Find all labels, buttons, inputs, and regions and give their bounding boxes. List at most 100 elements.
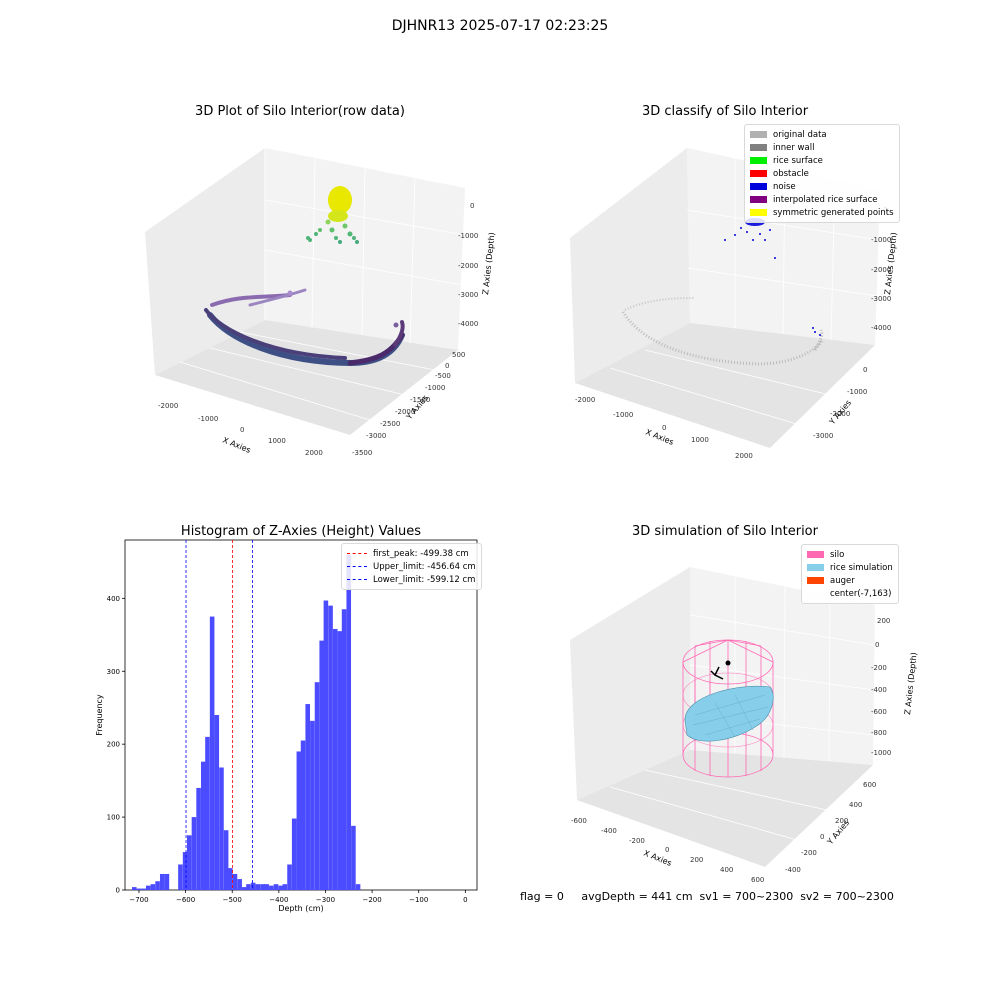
sim-xtick: -400 <box>601 827 617 835</box>
sim-ztick: -600 <box>871 708 887 716</box>
histogram-y-tick-label: 100 <box>107 814 120 822</box>
sim-ytick: 600 <box>863 781 876 789</box>
histogram-bar <box>314 682 320 890</box>
legend-entry: inner wall <box>750 141 894 154</box>
histogram-bar <box>150 884 156 890</box>
classify-xtick: 0 <box>662 424 666 432</box>
histogram-x-ticks: −700 −600 −500 −400 −300 −200 −100 0 <box>129 890 468 904</box>
legend-label: rice simulation <box>830 562 893 573</box>
histogram-bar <box>209 616 215 890</box>
histogram-bar <box>305 704 310 890</box>
raw-zlabel: Z Axies (Depth) <box>481 232 497 295</box>
sim-ztick: -800 <box>871 729 887 737</box>
histogram-bar <box>255 884 261 890</box>
raw-xlabel: X Axies <box>221 436 252 455</box>
histogram-legend: first_peak: -499.38 cm Upper_limit: -456… <box>341 543 482 590</box>
histogram-bar <box>355 884 361 890</box>
classify-pane-left <box>570 148 690 383</box>
simulation-legend: silo rice simulation auger center(-7,163… <box>801 544 899 604</box>
legend-swatch <box>750 183 767 190</box>
raw-ytick: -1000 <box>425 384 445 392</box>
raw-xtick: -2000 <box>158 402 178 410</box>
sim-ztick: 200 <box>877 617 890 625</box>
legend-label: center(-7,163) <box>830 588 892 599</box>
legend-swatch <box>750 196 767 203</box>
histogram-bar <box>223 830 229 890</box>
raw-ytick: -3000 <box>366 432 386 440</box>
classify-plot-title: 3D classify of Silo Interior <box>641 104 809 119</box>
classify-xlabel: X Axies <box>644 428 675 447</box>
legend-swatch <box>750 170 767 177</box>
sim-xtick: 0 <box>665 846 669 854</box>
raw-ytick: -3500 <box>352 449 372 457</box>
raw-rice-surface-points <box>306 186 359 244</box>
classify-ytick: 0 <box>863 366 867 374</box>
histogram-x-tick-label: −500 <box>223 896 242 904</box>
sim-ztick: 0 <box>875 641 879 649</box>
figure-title: DJHNR13 2025-07-17 02:23:25 <box>391 18 609 34</box>
legend-swatch <box>750 209 767 216</box>
histogram-bar <box>228 868 233 890</box>
histogram-x-tick-label: −300 <box>316 896 335 904</box>
sim-ytick: 400 <box>849 801 862 809</box>
classify-xtick: 1000 <box>691 436 709 444</box>
legend-entry: auger <box>807 574 893 587</box>
sim-xtick: 200 <box>690 856 703 864</box>
sim-zlabel: Z Axies (Depth) <box>903 652 919 715</box>
histogram-bar <box>242 887 247 890</box>
histogram-bar <box>310 720 315 890</box>
histogram-bar <box>155 881 160 890</box>
histogram-bar <box>141 888 146 890</box>
legend-entry: center(-7,163) <box>807 587 893 600</box>
histogram-bar <box>269 885 274 890</box>
sim-xtick: 600 <box>751 876 764 884</box>
rice-simulation-surface <box>684 686 774 742</box>
sim-ztick: -200 <box>871 664 887 672</box>
legend-label: auger <box>830 575 855 586</box>
classify-legend: original data inner wall rice surface ob… <box>744 124 900 223</box>
histogram-bars <box>131 554 361 890</box>
histogram-x-tick-label: −100 <box>409 896 428 904</box>
legend-entry: Upper_limit: -456.64 cm <box>347 560 476 573</box>
histogram-bar <box>319 640 324 890</box>
histogram-bar <box>341 609 347 890</box>
histogram-bar <box>205 736 210 890</box>
legend-label: original data <box>773 129 827 140</box>
histogram-x-tick-label: −600 <box>176 896 195 904</box>
classify-wall-points <box>621 297 825 366</box>
histogram-bar <box>346 554 352 890</box>
histogram-bar <box>232 873 238 890</box>
legend-entry: obstacle <box>750 167 894 180</box>
legend-label: inner wall <box>773 142 815 153</box>
sim-pane-left <box>570 567 690 800</box>
histogram-bar <box>191 817 197 890</box>
raw-xtick: 0 <box>240 426 244 434</box>
histogram-y-tick-label: 0 <box>116 887 120 895</box>
legend-label: Upper_limit: -456.64 cm <box>373 561 476 572</box>
sim-ytick: -400 <box>785 866 801 874</box>
legend-entry: rice simulation <box>807 561 893 574</box>
histogram-bar <box>337 631 343 890</box>
legend-swatch <box>750 157 767 164</box>
legend-swatch <box>750 131 767 138</box>
histogram-bar <box>332 628 338 890</box>
sim-ytick: 0 <box>820 833 824 841</box>
histogram-bar <box>136 888 142 890</box>
raw-ytick: -2000 <box>395 408 415 416</box>
raw-pane-floor <box>155 320 458 435</box>
raw-ytick: -500 <box>435 372 451 380</box>
raw-pane-back <box>265 148 465 350</box>
classify-ztick: -4000 <box>871 324 891 332</box>
histogram-bar <box>328 605 333 890</box>
raw-ytick: 0 <box>445 362 449 370</box>
histogram-x-tick-label: −700 <box>129 896 148 904</box>
histogram-bar <box>196 787 201 890</box>
simulation-3d-plot: -600 -400 -200 0 200 400 600 600 400 200… <box>570 567 919 884</box>
classify-ztick: -1000 <box>871 236 891 244</box>
raw-ztick: -2000 <box>458 262 478 270</box>
histogram-bar <box>219 767 224 890</box>
raw-ytick: -2500 <box>380 420 400 428</box>
histogram-x-tick-label: −200 <box>362 896 381 904</box>
histogram-title: Histogram of Z-Axies (Height) Values <box>180 524 422 539</box>
legend-entry: Lower_limit: -599.12 cm <box>347 573 476 586</box>
